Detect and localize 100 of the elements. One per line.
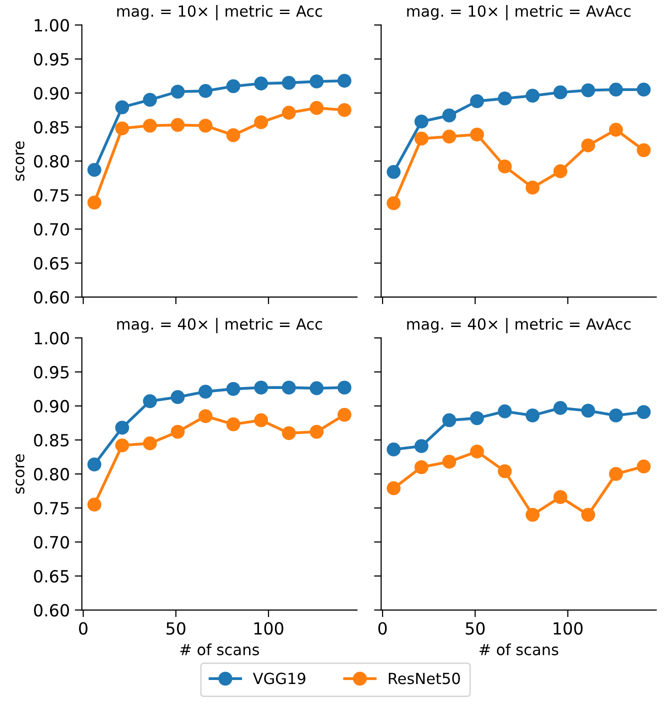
point — [636, 405, 651, 420]
point — [470, 94, 484, 108]
point — [553, 85, 568, 100]
point — [87, 196, 102, 210]
point — [142, 394, 157, 408]
point — [310, 101, 324, 115]
point — [553, 490, 568, 504]
y-tick-label: 0.60 — [34, 291, 69, 304]
x-tick-label: 100 — [554, 622, 583, 635]
point — [282, 426, 296, 440]
point — [198, 409, 212, 424]
y-tick-label: 0.70 — [34, 536, 69, 549]
y-tick-label: 0.80 — [34, 155, 69, 168]
y-tick-label: 0.90 — [34, 86, 69, 100]
point — [442, 413, 456, 428]
point — [87, 162, 102, 177]
x-axis-title: # of scans — [480, 644, 558, 656]
y-tick-label: 0.75 — [34, 502, 69, 515]
point — [115, 438, 130, 452]
x-tick-label: 0 — [79, 622, 88, 635]
point — [170, 424, 185, 439]
point — [526, 180, 540, 195]
chart-title: mag. = 40× | metric = Acc — [117, 318, 322, 334]
chart-title: mag. = 10× | metric = Acc — [117, 4, 322, 20]
chart-title: mag. = 10× | metric = AvAcc — [407, 4, 631, 20]
legend-label: ResNet50 — [388, 672, 460, 684]
point — [609, 408, 623, 422]
point — [115, 100, 130, 114]
point — [310, 74, 324, 88]
point — [282, 106, 296, 120]
y-tick-label: 0.75 — [34, 189, 69, 202]
point — [581, 83, 596, 98]
point — [414, 114, 428, 129]
point — [87, 498, 102, 512]
point — [142, 436, 157, 450]
point — [498, 464, 512, 478]
point — [115, 420, 130, 435]
point — [609, 467, 623, 481]
point — [414, 439, 428, 454]
point — [170, 118, 185, 132]
point — [142, 92, 157, 107]
point — [115, 121, 130, 136]
point — [198, 84, 212, 98]
point — [553, 164, 568, 178]
point — [254, 380, 268, 395]
point — [636, 460, 651, 474]
x-tick-label: 50 — [166, 622, 186, 635]
point — [442, 108, 456, 122]
y-tick-label: 0.60 — [34, 604, 69, 617]
legend-label: VGG19 — [252, 672, 306, 684]
point — [470, 444, 484, 458]
point — [142, 118, 157, 133]
point — [442, 454, 456, 469]
point — [282, 76, 296, 90]
point — [170, 84, 185, 99]
point — [338, 408, 352, 422]
point — [636, 143, 651, 158]
x-tick-label: 100 — [254, 622, 284, 635]
point — [581, 138, 596, 152]
point — [170, 390, 185, 404]
point — [386, 196, 401, 210]
point — [498, 92, 512, 106]
y-axis-title: score — [16, 454, 24, 494]
y-tick-label: 1.00 — [34, 18, 69, 32]
point — [526, 408, 540, 422]
point — [636, 82, 651, 97]
point — [526, 88, 540, 103]
y-tick-label: 1.00 — [34, 332, 69, 344]
point — [526, 508, 540, 522]
point — [226, 128, 240, 142]
point — [338, 380, 352, 395]
point — [386, 442, 401, 456]
y-tick-label: 0.80 — [34, 468, 69, 481]
point — [254, 413, 268, 428]
chart-title: mag. = 40× | metric = AvAcc — [407, 318, 631, 334]
point — [198, 384, 212, 399]
point — [338, 103, 352, 117]
point — [581, 508, 596, 522]
x-tick-label: 0 — [378, 622, 387, 635]
y-tick-label: 0.65 — [34, 257, 69, 270]
y-tick-label: 0.85 — [34, 434, 69, 447]
point — [386, 164, 401, 179]
point — [254, 115, 268, 130]
point — [254, 76, 268, 90]
point — [338, 74, 352, 88]
y-tick-label: 0.85 — [34, 120, 69, 134]
point — [553, 401, 568, 415]
point — [310, 424, 324, 439]
point — [498, 404, 512, 418]
point — [198, 118, 212, 133]
point — [310, 381, 324, 396]
point — [609, 82, 623, 97]
x-axis-title: # of scans — [180, 644, 259, 656]
point — [470, 411, 484, 426]
y-tick-label: 0.95 — [34, 366, 69, 378]
x-tick-label: 50 — [466, 622, 485, 635]
point — [282, 380, 296, 395]
point — [470, 128, 484, 142]
point — [609, 122, 623, 137]
point — [498, 160, 512, 174]
